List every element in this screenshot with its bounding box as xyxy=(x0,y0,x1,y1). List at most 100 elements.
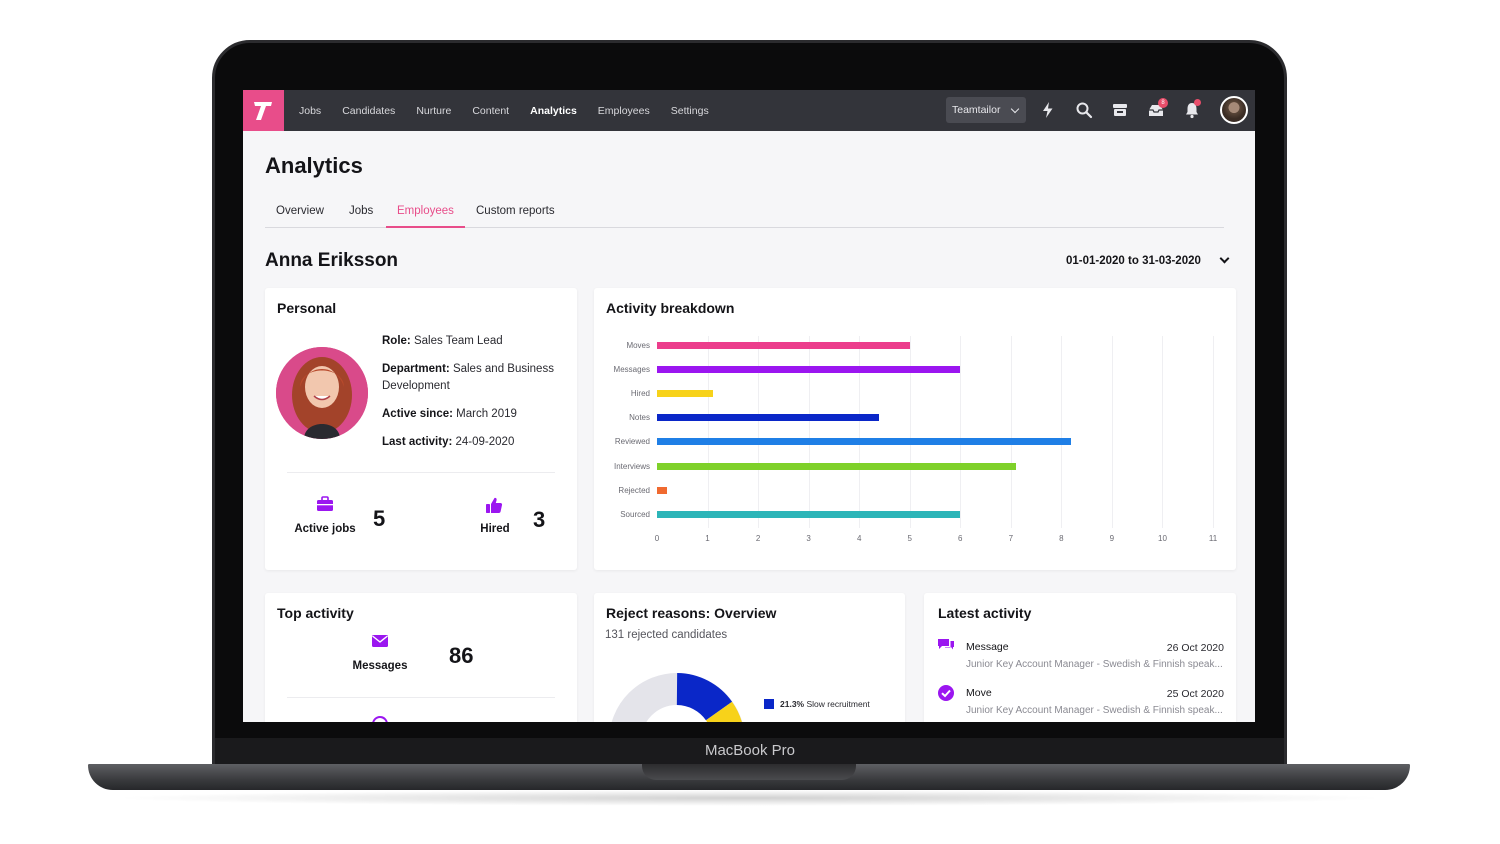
active-jobs-value: 5 xyxy=(373,506,386,531)
briefcase-icon xyxy=(317,496,333,511)
chart-gridline xyxy=(1162,336,1164,528)
inbox-badge: 8 xyxy=(1158,98,1168,108)
main-nav: Jobs Candidates Nurture Content Analytic… xyxy=(299,90,730,131)
chart-gridline xyxy=(808,336,810,528)
activity-icon xyxy=(372,716,388,722)
department-label: Department: xyxy=(382,363,450,375)
lightning-icon[interactable] xyxy=(1039,101,1057,119)
tab-custom-reports[interactable]: Custom reports xyxy=(476,205,555,217)
top-navbar: Jobs Candidates Nurture Content Analytic… xyxy=(243,90,1255,131)
last-activity-value: 24-09-2020 xyxy=(455,436,515,448)
last-activity-info: Last activity: 24-09-2020 xyxy=(382,434,562,451)
x-tick-label: 8 xyxy=(1059,534,1064,543)
bar-notes[interactable] xyxy=(657,414,880,422)
tab-jobs[interactable]: Jobs xyxy=(349,205,374,217)
messages-value: 86 xyxy=(449,643,474,668)
role-value: Sales Team Lead xyxy=(413,335,503,347)
x-tick-label: 4 xyxy=(856,534,862,543)
bar-category-label: Reviewed xyxy=(614,437,650,447)
chat-icon xyxy=(938,639,954,650)
chart-gridline xyxy=(1213,336,1214,528)
employee-photo xyxy=(276,347,368,439)
rejected-count: 131 rejected candidates xyxy=(605,629,728,641)
bar-category-label: Messages xyxy=(613,365,650,375)
bar-moves[interactable] xyxy=(657,342,910,349)
x-tick-label: 1 xyxy=(705,534,710,543)
chart-gridline xyxy=(1111,336,1113,528)
bar-sourced[interactable] xyxy=(657,510,961,518)
activity-detail: Junior Key Account Manager - Swedish & F… xyxy=(966,659,1223,670)
legend-swatch xyxy=(764,699,774,709)
x-tick-label: 11 xyxy=(1208,534,1218,543)
nav-settings[interactable]: Settings xyxy=(670,104,709,117)
employee-name: Anna Eriksson xyxy=(265,250,399,271)
search-icon[interactable] xyxy=(1075,101,1093,119)
activity-type: Message xyxy=(966,641,1009,653)
inbox-icon[interactable] xyxy=(1147,101,1165,119)
laptop-chin xyxy=(215,738,1284,768)
activity-bar-chart: 0 1 2 3 4 5 6 7 8 9 10 11 Moves Messages Hired Notes Rev… xyxy=(594,288,1236,570)
activity-type: Move xyxy=(966,687,992,699)
nav-nurture[interactable]: Nurture xyxy=(416,104,452,117)
chart-gridline xyxy=(1010,336,1012,528)
nav-content[interactable]: Content xyxy=(472,104,510,117)
x-tick-label: 6 xyxy=(958,534,963,543)
chevron-down-icon xyxy=(1010,104,1020,114)
chart-gridline xyxy=(758,336,760,528)
date-range-picker[interactable]: 01-01-2020 to 31-03-2020 xyxy=(1066,255,1201,267)
legend-text: 21.3% Slow recruitment xyxy=(780,699,870,709)
x-tick-label: 2 xyxy=(755,534,761,543)
bar-reviewed[interactable] xyxy=(657,438,1072,446)
org-select-label: Teamtailor xyxy=(952,104,1001,116)
x-tick-label: 0 xyxy=(654,534,660,543)
department-info: Department: Sales and Business Developme… xyxy=(382,361,562,395)
bar-category-label: Notes xyxy=(629,413,650,423)
nav-candidates[interactable]: Candidates xyxy=(342,104,396,117)
tab-overview[interactable]: Overview xyxy=(276,205,324,217)
bar-category-label: Moves xyxy=(626,341,650,350)
bar-category-label: Rejected xyxy=(618,485,650,495)
nav-jobs[interactable]: Jobs xyxy=(299,104,322,117)
bar-interviews[interactable] xyxy=(657,462,1016,470)
chart-gridline xyxy=(707,336,709,528)
activity-detail: Junior Key Account Manager - Swedish & F… xyxy=(966,705,1223,716)
bell-icon[interactable] xyxy=(1183,101,1201,119)
divider xyxy=(287,697,555,698)
page-title: Analytics xyxy=(265,153,363,178)
org-select[interactable]: Teamtailor xyxy=(946,97,1026,123)
nav-employees[interactable]: Employees xyxy=(597,104,650,117)
bar-rejected[interactable] xyxy=(657,486,668,494)
activity-breakdown-card: Activity breakdown 0 1 2 3 4 5 6 7 8 9 10 11 Moves Me… xyxy=(594,288,1236,570)
hired-label: Hired xyxy=(480,523,510,535)
bar-hired[interactable] xyxy=(657,390,713,398)
nav-analytics[interactable]: Analytics xyxy=(530,104,577,117)
chart-gridline xyxy=(960,336,962,528)
laptop-notch xyxy=(642,764,856,780)
logo-icon xyxy=(254,102,272,120)
active-since-value: March 2019 xyxy=(456,408,517,420)
chart-gridline xyxy=(909,336,911,528)
card-title: Activity breakdown xyxy=(606,300,735,316)
active-since-label: Active since: xyxy=(382,408,453,420)
bar-messages[interactable] xyxy=(657,366,961,374)
bar-category-label: Sourced xyxy=(620,509,650,519)
divider xyxy=(287,472,555,473)
card-title: Personal xyxy=(277,300,337,316)
teamtailor-logo[interactable] xyxy=(243,90,284,131)
check-circle-icon xyxy=(938,685,954,701)
last-activity-label: Last activity: xyxy=(382,436,453,448)
chevron-down-icon[interactable] xyxy=(1219,253,1230,264)
device-label: MacBook Pro xyxy=(704,742,796,759)
thumbs-up-icon xyxy=(486,497,503,513)
tab-employees[interactable]: Employees xyxy=(386,205,465,228)
role-label: Role: xyxy=(382,335,411,347)
top-activity-card: Top activity Messages 86 xyxy=(265,593,577,722)
laptop-shadow xyxy=(110,790,1390,806)
x-tick-label: 3 xyxy=(806,534,811,543)
store-icon[interactable] xyxy=(1111,101,1129,119)
analytics-tabs: Overview Jobs Employees Custom reports xyxy=(265,200,1224,228)
activity-date: 25 Oct 2020 xyxy=(1166,688,1224,700)
chart-gridline xyxy=(1061,336,1063,528)
user-avatar[interactable] xyxy=(1220,96,1248,124)
reject-reasons-card: Reject reasons: Overview 131 rejected ca… xyxy=(594,593,905,722)
